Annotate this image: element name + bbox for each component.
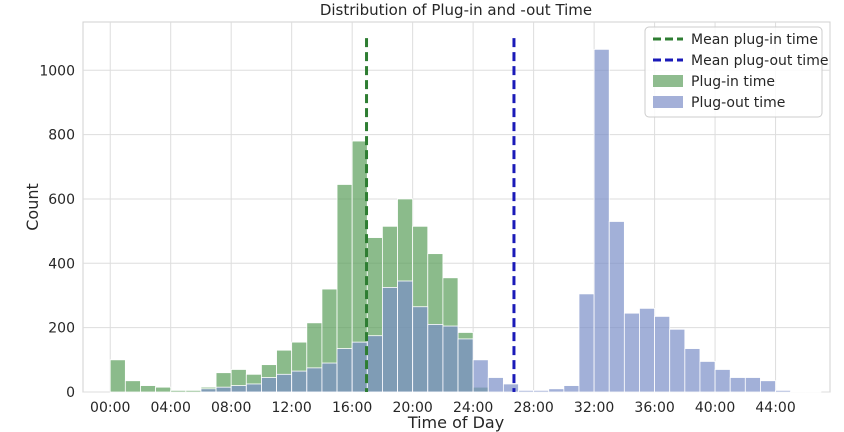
legend-label: Mean plug-out time bbox=[691, 53, 828, 69]
plug-out-bar bbox=[412, 306, 429, 393]
plug-in-bar bbox=[109, 359, 126, 393]
legend-box bbox=[644, 26, 823, 118]
plug-out-bar bbox=[608, 221, 625, 393]
x-tick-label: 16:00 bbox=[332, 400, 372, 416]
plug-out-bar bbox=[230, 385, 247, 393]
y-tick-label: 200 bbox=[48, 321, 75, 337]
chart-title: Distribution of Plug-in and -out Time bbox=[320, 1, 592, 19]
plug-out-bar bbox=[427, 324, 444, 393]
x-tick-label: 24:00 bbox=[453, 400, 493, 416]
plug-out-bar bbox=[442, 325, 459, 393]
y-axis-label: Count bbox=[23, 183, 42, 231]
x-tick-label: 44:00 bbox=[755, 400, 795, 416]
plug-out-bar bbox=[457, 338, 474, 393]
plug-out-bar bbox=[276, 373, 293, 393]
mean-lines bbox=[365, 38, 516, 392]
legend-label: Plug-out time bbox=[691, 95, 785, 111]
legend-label: Mean plug-in time bbox=[691, 32, 818, 48]
x-tick-label: 20:00 bbox=[392, 400, 432, 416]
plug-out-bar bbox=[684, 348, 701, 393]
plug-out-bar bbox=[699, 361, 716, 393]
plug-out-bar bbox=[639, 307, 655, 393]
plug-out-bar bbox=[775, 389, 792, 393]
y-tick-label: 400 bbox=[48, 256, 75, 272]
plug-out-bar bbox=[623, 312, 640, 393]
y-tick-label: 800 bbox=[48, 128, 75, 144]
y-tick-label: 0 bbox=[66, 385, 75, 401]
plug-out-bar bbox=[533, 389, 550, 393]
plug-in-bar bbox=[140, 385, 156, 393]
plug-out-bar bbox=[261, 377, 277, 393]
plug-out-bar bbox=[729, 377, 746, 393]
x-tick-label: 40:00 bbox=[695, 400, 735, 416]
legend-patch-swatch bbox=[653, 75, 683, 87]
x-tick-label: 32:00 bbox=[574, 400, 614, 416]
plug-out-bar bbox=[245, 383, 262, 393]
plug-out-bar bbox=[563, 385, 580, 393]
plug-out-bar bbox=[548, 388, 565, 393]
plug-out-bar bbox=[200, 388, 217, 393]
plug-out-bar bbox=[487, 377, 504, 393]
histogram-bars bbox=[109, 48, 822, 393]
plug-out-bar bbox=[760, 380, 776, 393]
y-tick-label: 1000 bbox=[39, 63, 75, 79]
plug-out-bar bbox=[578, 293, 595, 393]
plug-out-bar bbox=[215, 386, 232, 393]
plug-out-bar bbox=[382, 287, 398, 393]
x-tick-label: 04:00 bbox=[151, 400, 191, 416]
plug-out-bar bbox=[291, 370, 308, 393]
x-tick-label: 12:00 bbox=[271, 400, 311, 416]
plug-out-bar bbox=[654, 315, 671, 393]
plug-out-bar bbox=[366, 335, 383, 393]
legend-patch-swatch bbox=[653, 96, 683, 108]
plug-out-bar bbox=[502, 383, 519, 393]
x-tick-label: 28:00 bbox=[513, 400, 553, 416]
plug-out-bar bbox=[306, 367, 323, 393]
legend-label: Plug-in time bbox=[691, 74, 775, 90]
plug-in-bar bbox=[124, 380, 141, 393]
x-tick-label: 00:00 bbox=[90, 400, 130, 416]
plug-out-bar bbox=[518, 389, 535, 393]
plug-out-bar bbox=[336, 348, 353, 393]
x-axis-label: Time of Day bbox=[407, 413, 504, 432]
plug-out-bar bbox=[805, 390, 822, 393]
plug-out-bar bbox=[790, 390, 807, 393]
plug-out-bar bbox=[744, 377, 761, 393]
legend: Mean plug-in time Mean plug-out time Plug-… bbox=[644, 26, 828, 118]
plug-out-bar bbox=[593, 48, 610, 393]
x-tick-label: 08:00 bbox=[211, 400, 251, 416]
plug-out-bar bbox=[669, 328, 686, 393]
plug-out-bar bbox=[472, 359, 489, 393]
plug-out-bar bbox=[321, 362, 338, 393]
plug-out-bar bbox=[351, 341, 368, 393]
x-axis-ticks: 00:00 04:00 08:00 12:00 16:00 20:00 24:00 28:00… bbox=[90, 400, 796, 416]
plug-in-bar bbox=[170, 389, 187, 393]
x-tick-label: 36:00 bbox=[634, 400, 674, 416]
plug-in-bar bbox=[185, 389, 202, 393]
plug-out-bar bbox=[714, 369, 731, 393]
plug-out-bar bbox=[397, 280, 414, 393]
plug-in-bar bbox=[155, 386, 172, 393]
y-axis-ticks: 0 200 400 600 800 1000 bbox=[39, 63, 75, 401]
y-tick-label: 600 bbox=[48, 192, 75, 208]
